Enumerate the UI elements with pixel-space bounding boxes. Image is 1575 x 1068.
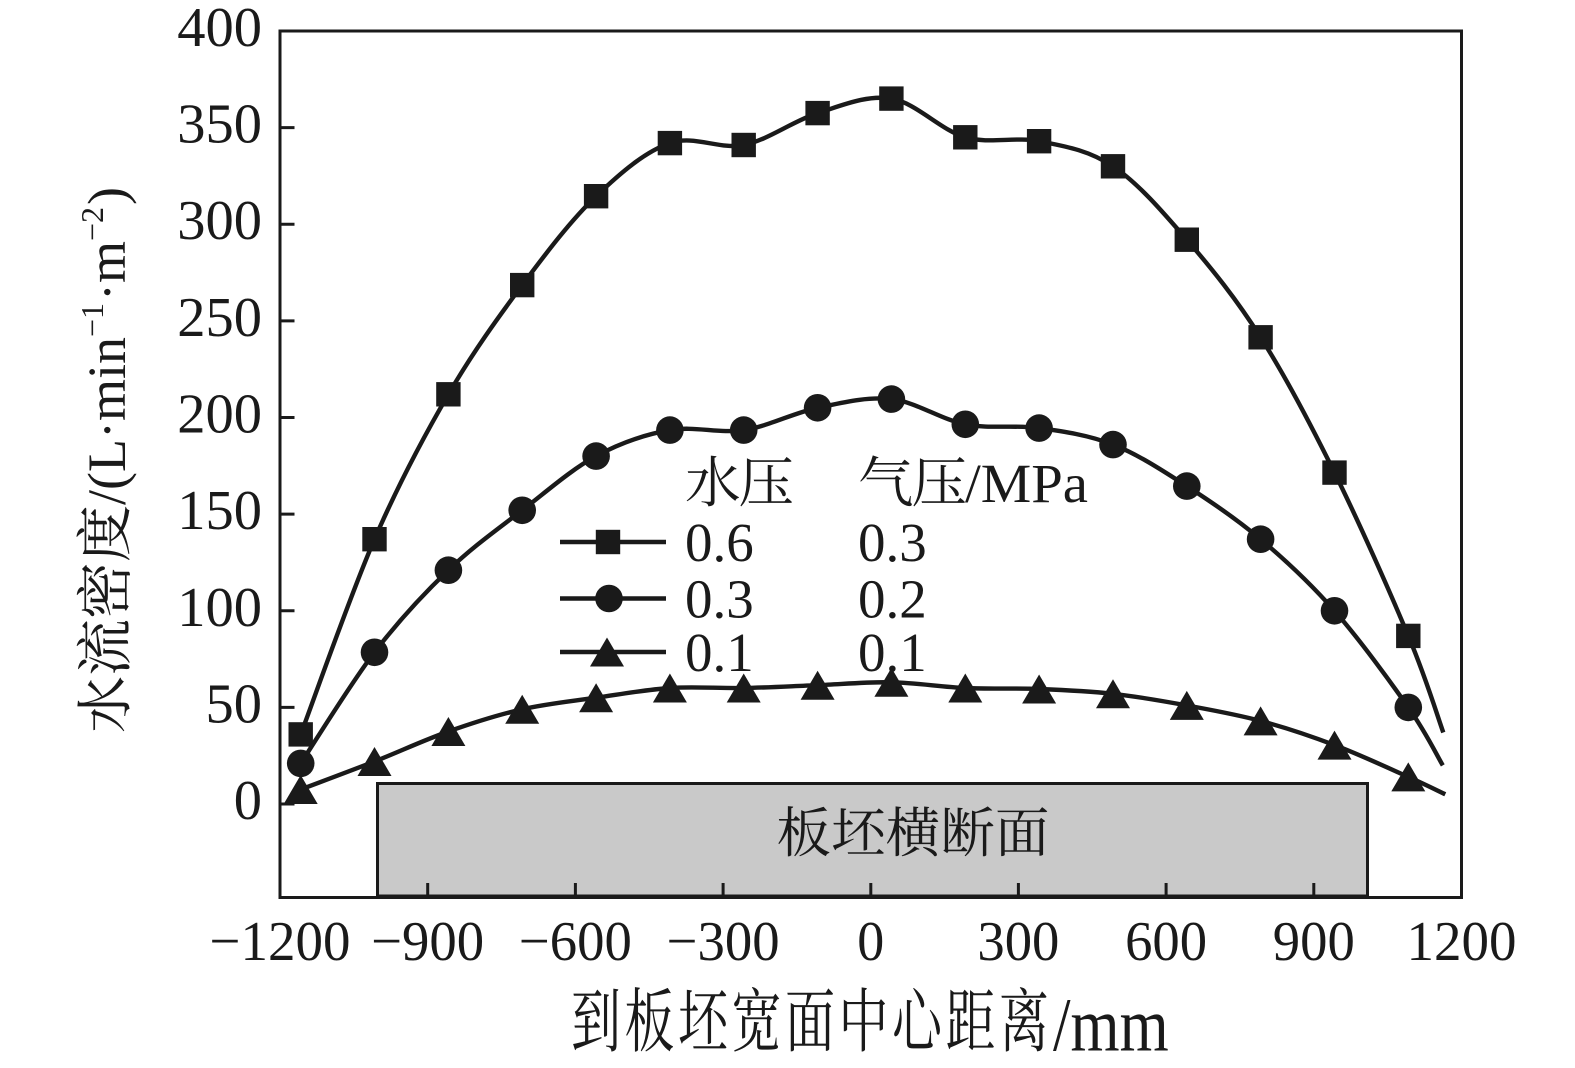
- svg-text:900: 900: [1273, 911, 1355, 973]
- svg-text:0.3: 0.3: [685, 569, 754, 630]
- svg-text:0: 0: [234, 770, 262, 832]
- svg-text:0.2: 0.2: [858, 569, 927, 630]
- svg-text:−2: −2: [74, 207, 110, 241]
- svg-text:/mm: /mm: [1053, 984, 1169, 1063]
- svg-text:−600: −600: [519, 911, 632, 973]
- svg-text:0.3: 0.3: [858, 512, 927, 573]
- svg-text:0.6: 0.6: [685, 512, 754, 573]
- svg-text:50: 50: [206, 673, 263, 735]
- svg-text:·m: ·m: [77, 241, 137, 301]
- svg-text:150: 150: [177, 480, 262, 542]
- svg-text:200: 200: [177, 384, 262, 446]
- svg-text:400: 400: [177, 0, 262, 59]
- svg-text:−900: −900: [371, 911, 484, 973]
- svg-text:300: 300: [177, 190, 262, 252]
- svg-text:): ): [77, 187, 137, 205]
- svg-text:−1200: −1200: [210, 911, 351, 973]
- svg-text:350: 350: [177, 94, 262, 156]
- svg-text:1200: 1200: [1407, 911, 1517, 973]
- svg-text:/MPa: /MPa: [965, 453, 1088, 514]
- svg-text:0.1: 0.1: [685, 622, 754, 683]
- svg-text:600: 600: [1125, 911, 1207, 973]
- svg-text:300: 300: [977, 911, 1059, 973]
- svg-text:0: 0: [857, 911, 884, 973]
- svg-text:−300: −300: [667, 911, 780, 973]
- svg-text:100: 100: [177, 577, 262, 639]
- svg-text:/(L·min: /(L·min: [77, 337, 137, 505]
- svg-text:250: 250: [177, 287, 262, 349]
- svg-text:−1: −1: [74, 303, 110, 337]
